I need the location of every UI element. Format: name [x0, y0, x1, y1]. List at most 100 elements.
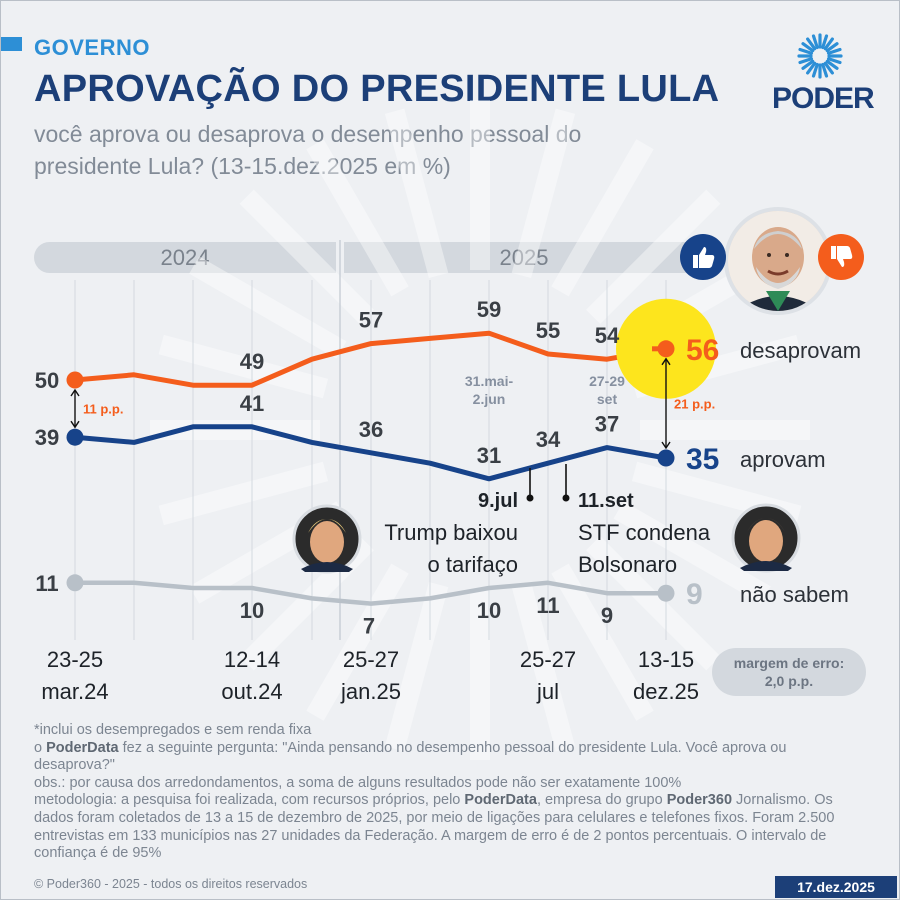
event-tick-dot: [526, 494, 534, 502]
poder-logo-icon: [797, 33, 843, 79]
end-value-dont-know: 9: [686, 578, 703, 611]
x-tick-label: 23-25: [47, 647, 103, 672]
x-tick-label: 13-15: [638, 647, 694, 672]
point-label-dont-know: 9: [601, 603, 613, 628]
background-ray: [613, 501, 771, 604]
point-end-disapprove: [657, 340, 675, 358]
date-range-label: set: [597, 391, 618, 407]
note-method-brand-2: Poder360: [666, 792, 733, 809]
page-subtitle: você aprova ou desaprova o desempenho pe…: [34, 121, 582, 179]
logo-ray: [806, 61, 817, 75]
background-ray: [189, 256, 347, 359]
x-tick-label: out.24: [221, 679, 282, 704]
year-band-2025: 2025: [344, 242, 704, 273]
series-line-dont_know: [72, 580, 669, 606]
photo-suit: [301, 562, 353, 572]
end-value-disapprove: 56: [686, 334, 719, 367]
margin-of-error-text: margem de erro:: [734, 655, 844, 671]
note-question-prefix: o: [34, 739, 47, 756]
logo-ray: [821, 62, 829, 78]
section-label: GOVERNO: [34, 35, 150, 60]
background-ray: [239, 189, 374, 324]
lula-portrait: [724, 207, 832, 315]
end-value-approve: 35: [686, 443, 719, 476]
copyright: © Poder360 - 2025 - todos os direitos re…: [34, 877, 308, 891]
event-date-label: 9.jul: [478, 490, 518, 512]
background-ray: [158, 334, 329, 399]
point-start-disapprove: [66, 371, 84, 389]
section-accent-bar: [0, 37, 22, 51]
x-tick-label: 25-27: [343, 647, 399, 672]
logo-ray: [823, 61, 834, 75]
point-label-approve: 39: [35, 425, 59, 450]
gap-arrow-head-up: [70, 388, 80, 397]
margin-of-error-pill: [712, 648, 866, 696]
logo-ray: [826, 57, 842, 65]
x-tick-label: 12-14: [224, 647, 280, 672]
note-rounding: obs.: por causa dos arredondamentos, a s…: [34, 774, 682, 791]
x-tick-label: jul: [536, 679, 559, 704]
point-end-approve: [657, 449, 675, 467]
logo-ray: [826, 47, 842, 55]
x-axis-labels: 23-25 mar.24 12-14 out.24 25-27 jan.25 25-27 ju…: [41, 647, 866, 704]
background-ray: [551, 139, 654, 297]
series-line-approve: [72, 424, 669, 482]
background-ray: [551, 563, 654, 721]
background-ray: [306, 139, 409, 297]
note-question-text: fez a seguinte pergunta: "Ainda pensando…: [34, 739, 787, 774]
background-ray: [586, 189, 721, 324]
note-method-brand-1: PoderData: [464, 792, 537, 809]
photo-face: [749, 520, 783, 562]
gap-label: 11 p.p.: [83, 402, 123, 417]
x-tick-label: jan.25: [340, 679, 401, 704]
point-label-dont-know: 10: [477, 598, 501, 623]
point-label-dont-know: 10: [240, 598, 264, 623]
poder-logo: PODER: [772, 32, 875, 115]
point-label-approve: 36: [359, 417, 383, 442]
point-label-approve: 34: [536, 427, 561, 452]
year-band-2024: 2024: [34, 242, 336, 273]
date-range-label: 2.jun: [473, 391, 506, 407]
point-label-dont-know: 7: [363, 614, 375, 639]
point-label-approve: 37: [595, 412, 619, 437]
photo-face: [310, 521, 344, 563]
logo-ray: [798, 47, 814, 55]
background-ray: [586, 536, 721, 671]
logo-ray: [821, 34, 829, 50]
margin-of-error-text: 2,0 p.p.: [765, 673, 813, 689]
gap-label: 21 p.p.: [674, 396, 715, 411]
x-tick-label: mar.24: [41, 679, 108, 704]
gap-arrow-head-up: [661, 357, 671, 366]
point-label-approve: 31: [477, 443, 501, 468]
gap-arrow-head-down: [661, 441, 671, 450]
logo-ray: [823, 37, 834, 51]
photo-hair: [747, 518, 785, 532]
point-label-dont-know: 11: [35, 571, 58, 596]
note-method-text: Jornalismo. Os dados foram coletados de …: [34, 792, 835, 862]
portrait-photos: [292, 503, 801, 574]
note-method-mid: , empresa do grupo: [536, 792, 667, 809]
point-label-disapprove: 50: [35, 368, 59, 393]
background-ray: [511, 581, 576, 752]
event-caption: o tarifaço: [428, 552, 519, 577]
photo-hair: [308, 519, 346, 533]
date-range-label: 31.mai-: [465, 373, 514, 389]
background-ray: [306, 563, 409, 721]
logo-ray: [798, 57, 814, 65]
series-name-approve: aprovam: [740, 447, 826, 472]
gap-markers: 11 p.p. 21 p.p.: [70, 357, 715, 450]
footnotes: *inclui os desempregados e sem renda fix…: [34, 722, 864, 863]
logo-ray: [801, 59, 815, 70]
logo-ray: [811, 34, 819, 50]
x-tick-label: dez.25: [633, 679, 699, 704]
x-tick-label: 25-27: [520, 647, 576, 672]
point-label-disapprove: 55: [536, 318, 560, 343]
event-date-label: 11.set: [578, 490, 634, 512]
point-label-approve: 41: [240, 391, 264, 416]
note-question: o PoderData fez a seguinte pergunta: "Ai…: [34, 740, 864, 775]
event-caption: Bolsonaro: [578, 552, 677, 577]
point-label-disapprove: 49: [240, 349, 264, 374]
chart-series: [66, 298, 716, 606]
